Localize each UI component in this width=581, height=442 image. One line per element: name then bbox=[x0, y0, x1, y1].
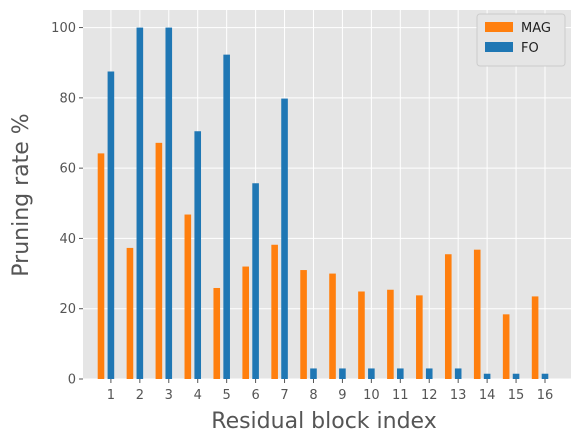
plot-area bbox=[83, 10, 571, 379]
x-tick-label: 2 bbox=[136, 388, 144, 403]
bar-mag bbox=[271, 244, 278, 379]
x-axis-title: Residual block index bbox=[211, 409, 436, 434]
y-tick-label: 100 bbox=[51, 21, 76, 36]
bar-mag bbox=[358, 291, 365, 379]
bar-fo bbox=[512, 373, 520, 379]
x-tick-label: 1 bbox=[107, 388, 115, 403]
bar-fo bbox=[194, 131, 202, 379]
bar-mag bbox=[126, 247, 134, 379]
x-tick-label: 6 bbox=[251, 388, 259, 403]
x-tick-label: 3 bbox=[165, 388, 173, 403]
x-tick-label: 4 bbox=[194, 388, 202, 403]
bar-mag bbox=[155, 142, 163, 379]
bar-fo bbox=[425, 368, 433, 379]
y-tick-label: 40 bbox=[59, 232, 76, 247]
x-tick-label: 12 bbox=[421, 388, 438, 403]
legend-swatch-fo bbox=[485, 42, 513, 52]
legend-swatch-mag bbox=[485, 22, 513, 32]
bar-fo bbox=[541, 373, 549, 379]
bar-fo bbox=[368, 368, 375, 379]
bar-mag bbox=[97, 153, 105, 379]
bar-mag bbox=[300, 270, 307, 379]
x-axis-ticks: 1 2 3 4 5 6 7 8 9 10 11 12 13 14 15 16 bbox=[107, 379, 554, 403]
bar-fo bbox=[223, 54, 230, 379]
y-axis-title: Pruning rate % bbox=[9, 113, 34, 276]
x-tick-label: 7 bbox=[280, 388, 288, 403]
x-tick-label: 9 bbox=[338, 388, 346, 403]
y-axis-ticks: 0 20 40 60 80 100 bbox=[51, 21, 83, 388]
bar-mag bbox=[416, 295, 423, 379]
x-tick-label: 14 bbox=[479, 388, 496, 403]
bar-fo bbox=[107, 71, 115, 379]
y-tick-label: 0 bbox=[68, 373, 76, 388]
x-tick-label: 8 bbox=[309, 388, 317, 403]
x-tick-label: 11 bbox=[392, 388, 409, 403]
bar-fo bbox=[165, 27, 173, 379]
x-tick-label: 10 bbox=[363, 388, 380, 403]
bar-mag bbox=[502, 314, 510, 379]
y-tick-label: 60 bbox=[59, 162, 76, 177]
bar-mag bbox=[213, 287, 221, 379]
x-tick-label: 13 bbox=[450, 388, 467, 403]
bar-fo bbox=[252, 183, 259, 379]
bar-mag bbox=[473, 249, 481, 379]
x-tick-label: 16 bbox=[537, 388, 554, 403]
bar-fo bbox=[397, 368, 404, 379]
legend-label-mag: MAG bbox=[521, 21, 551, 36]
y-tick-label: 80 bbox=[59, 91, 76, 106]
legend-label-fo: FO bbox=[521, 41, 539, 56]
bar-fo bbox=[281, 98, 288, 379]
bar-fo bbox=[339, 368, 346, 379]
bars bbox=[97, 27, 549, 379]
x-tick-label: 15 bbox=[508, 388, 525, 403]
bar-mag bbox=[531, 296, 539, 379]
bar-mag bbox=[242, 266, 249, 379]
y-tick-label: 20 bbox=[59, 302, 76, 317]
bar-mag bbox=[444, 254, 452, 379]
bar-fo bbox=[454, 368, 462, 379]
bar-mag bbox=[329, 273, 336, 379]
legend: MAG FO bbox=[476, 13, 566, 67]
x-tick-label: 5 bbox=[223, 388, 231, 403]
bar-fo bbox=[310, 368, 317, 379]
bar-mag bbox=[184, 214, 192, 379]
bar-fo bbox=[483, 373, 491, 379]
bar-fo bbox=[136, 27, 144, 379]
bar-mag bbox=[387, 289, 394, 379]
